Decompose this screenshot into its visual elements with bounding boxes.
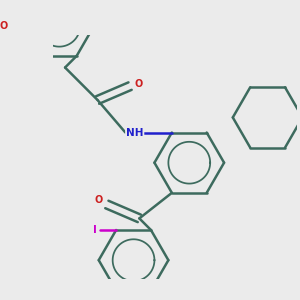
Text: O: O (0, 21, 8, 31)
Text: I: I (93, 225, 97, 235)
Text: O: O (94, 195, 103, 205)
Text: NH: NH (126, 128, 143, 137)
Text: O: O (134, 79, 142, 89)
